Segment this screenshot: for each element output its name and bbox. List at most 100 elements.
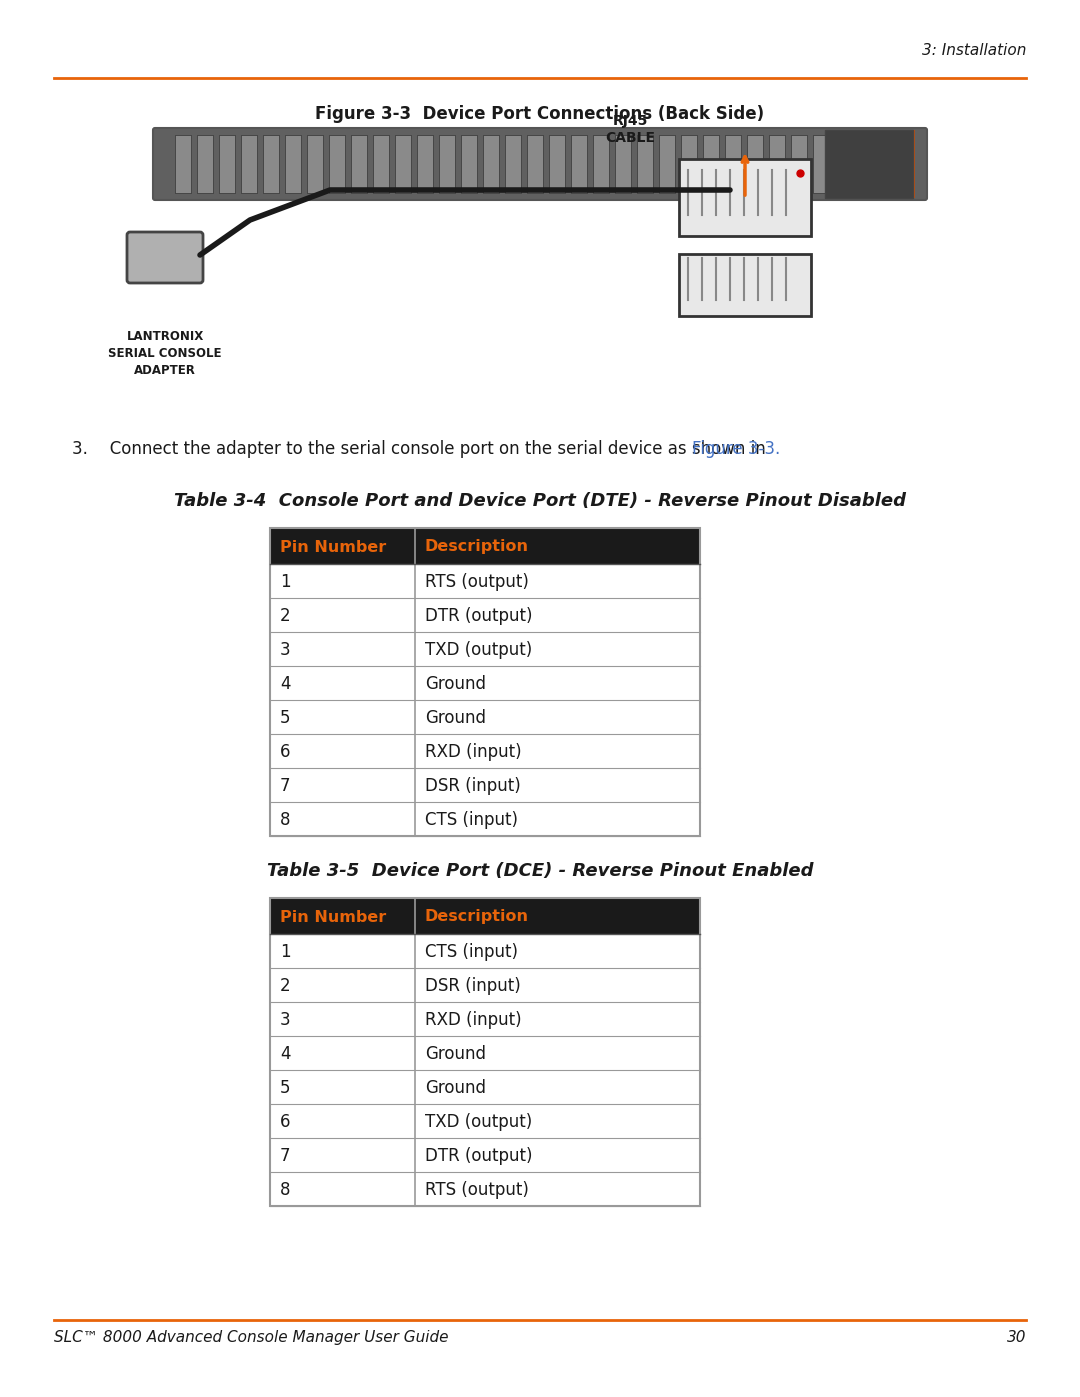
FancyBboxPatch shape: [679, 254, 811, 316]
Text: Description: Description: [426, 539, 529, 555]
Text: Figure 3-3  Device Port Connections (Back Side): Figure 3-3 Device Port Connections (Back…: [315, 105, 765, 123]
Bar: [615, 136, 631, 193]
Bar: [270, 1172, 700, 1206]
Bar: [791, 136, 807, 193]
Text: TXD (output): TXD (output): [426, 641, 532, 659]
Bar: [395, 136, 411, 193]
Text: 30: 30: [1007, 1330, 1026, 1345]
Bar: [270, 898, 700, 935]
Bar: [373, 136, 389, 193]
Text: 6: 6: [280, 743, 291, 761]
Text: Table 3-5  Device Port (DCE) - Reverse Pinout Enabled: Table 3-5 Device Port (DCE) - Reverse Pi…: [267, 862, 813, 880]
Text: DTR (output): DTR (output): [426, 608, 532, 624]
Text: Ground: Ground: [426, 1045, 486, 1063]
Text: RXD (input): RXD (input): [426, 1011, 522, 1030]
Bar: [270, 700, 700, 733]
Text: 3: Installation: 3: Installation: [921, 43, 1026, 59]
Bar: [270, 898, 700, 1206]
Bar: [329, 136, 345, 193]
Text: 4: 4: [280, 1045, 291, 1063]
Bar: [270, 968, 700, 1002]
Text: Ground: Ground: [426, 710, 486, 726]
Text: 5: 5: [280, 710, 291, 726]
Text: RJ45
CABLE: RJ45 CABLE: [605, 113, 654, 145]
Bar: [241, 136, 257, 193]
Text: 8: 8: [280, 812, 291, 828]
Bar: [858, 136, 873, 193]
Text: DSR (input): DSR (input): [426, 777, 521, 795]
Bar: [703, 136, 719, 193]
Bar: [417, 136, 433, 193]
Bar: [769, 136, 785, 193]
Text: Pin Number: Pin Number: [280, 539, 387, 555]
Text: 3.  Connect the adapter to the serial console port on the serial device as shown: 3. Connect the adapter to the serial con…: [72, 440, 771, 458]
Bar: [270, 1139, 700, 1172]
Bar: [270, 1104, 700, 1139]
Bar: [571, 136, 588, 193]
Text: 3: 3: [280, 641, 291, 659]
Bar: [264, 136, 279, 193]
Text: 5: 5: [280, 1078, 291, 1097]
Text: 4: 4: [280, 675, 291, 693]
Bar: [593, 136, 609, 193]
Text: SLC™ 8000 Advanced Console Manager User Guide: SLC™ 8000 Advanced Console Manager User …: [54, 1330, 448, 1345]
Bar: [270, 666, 700, 700]
Text: CTS (input): CTS (input): [426, 812, 518, 828]
FancyBboxPatch shape: [127, 232, 203, 284]
Text: 1: 1: [280, 573, 291, 591]
Bar: [270, 1070, 700, 1104]
Text: Table 3-4  Console Port and Device Port (DTE) - Reverse Pinout Disabled: Table 3-4 Console Port and Device Port (…: [174, 492, 906, 510]
Bar: [270, 528, 700, 835]
Bar: [813, 136, 829, 193]
Text: CTS (input): CTS (input): [426, 943, 518, 961]
Text: DTR (output): DTR (output): [426, 1147, 532, 1165]
Bar: [725, 136, 741, 193]
Bar: [270, 1002, 700, 1037]
Text: RTS (output): RTS (output): [426, 573, 529, 591]
Text: 8: 8: [280, 1180, 291, 1199]
FancyBboxPatch shape: [679, 159, 811, 236]
Bar: [549, 136, 565, 193]
Text: 2: 2: [280, 977, 291, 995]
Bar: [637, 136, 653, 193]
Text: TXD (output): TXD (output): [426, 1113, 532, 1132]
Bar: [527, 136, 543, 193]
Text: 6: 6: [280, 1113, 291, 1132]
Bar: [270, 733, 700, 768]
Bar: [285, 136, 301, 193]
Text: 1: 1: [280, 943, 291, 961]
Text: 3: 3: [280, 1011, 291, 1030]
Bar: [219, 136, 235, 193]
Bar: [270, 528, 700, 564]
Bar: [175, 136, 191, 193]
Text: RTS (output): RTS (output): [426, 1180, 529, 1199]
Bar: [659, 136, 675, 193]
Text: 7: 7: [280, 1147, 291, 1165]
Text: 2: 2: [280, 608, 291, 624]
Bar: [270, 768, 700, 802]
Bar: [825, 130, 913, 198]
FancyBboxPatch shape: [153, 129, 927, 200]
Bar: [351, 136, 367, 193]
Bar: [307, 136, 323, 193]
Bar: [197, 136, 213, 193]
Bar: [461, 136, 477, 193]
Bar: [438, 136, 455, 193]
Bar: [270, 564, 700, 598]
Text: Figure 3-3.: Figure 3-3.: [692, 440, 780, 458]
Bar: [747, 136, 762, 193]
Bar: [505, 136, 521, 193]
Text: Pin Number: Pin Number: [280, 909, 387, 925]
Text: Ground: Ground: [426, 1078, 486, 1097]
Text: LANTRONIX
SERIAL CONSOLE
ADAPTER: LANTRONIX SERIAL CONSOLE ADAPTER: [108, 330, 221, 377]
Bar: [835, 136, 851, 193]
Bar: [270, 802, 700, 835]
Bar: [270, 631, 700, 666]
Text: DSR (input): DSR (input): [426, 977, 521, 995]
Bar: [270, 598, 700, 631]
Bar: [270, 1037, 700, 1070]
Bar: [681, 136, 697, 193]
Text: Description: Description: [426, 909, 529, 925]
Bar: [483, 136, 499, 193]
Bar: [270, 935, 700, 968]
